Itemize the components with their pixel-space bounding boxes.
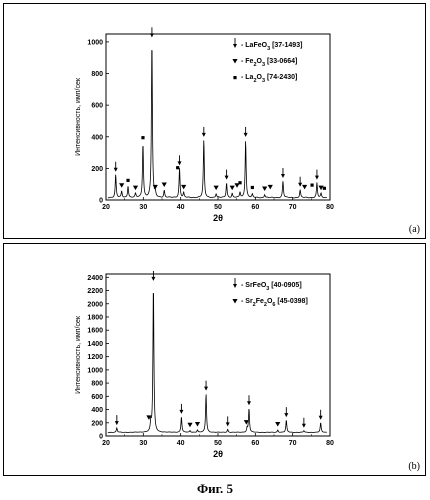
x-tick-label-b-2: 40	[177, 440, 185, 447]
legend-b: - SrFeO3 [40-0905] - Sr2Fe2O6 [45-0398]	[232, 278, 307, 308]
x-tick-label-a-1: 30	[139, 204, 147, 211]
diffraction-profile-b	[108, 293, 327, 432]
panel-label-a: (a)	[409, 224, 420, 235]
peak-marker-a-2	[126, 179, 129, 182]
y-tick-label-b-0: 0	[99, 434, 103, 441]
y-axis-title-a: Интенсивность, имп/сек	[75, 77, 82, 156]
peak-marker-a-6	[153, 185, 158, 190]
chart-panel-b: 2030405060708002004006008001000120014001…	[3, 243, 426, 476]
figure-caption: Фиг. 5	[0, 481, 430, 497]
legend-label-b-0: - SrFeO3 [40-0905]	[241, 282, 302, 292]
y-tick-label-b-5: 1000	[87, 367, 103, 374]
peak-marker-a-14	[230, 186, 235, 191]
peak-marker-b-5	[195, 422, 200, 427]
x-tick-label-a-3: 50	[214, 204, 222, 211]
peak-marker-a-10	[181, 185, 186, 190]
peak-marker-b-2	[151, 271, 155, 281]
peak-marker-b-0	[115, 415, 119, 425]
peak-marker-a-17	[244, 127, 248, 137]
peak-marker-a-11	[202, 127, 206, 137]
peak-marker-a-13	[225, 170, 229, 180]
peak-marker-a-3	[133, 186, 138, 191]
peak-marker-a-27	[323, 187, 326, 190]
peak-marker-a-7	[162, 183, 167, 188]
y-tick-label-b-9: 1800	[87, 314, 103, 321]
peak-marker-a-18	[251, 186, 254, 189]
peak-marker-b-10	[275, 422, 280, 427]
peak-marker-b-3	[179, 404, 183, 414]
legend-label-a-1: - Fe2O3 [33-0664]	[241, 58, 297, 68]
peak-marker-b-12	[302, 418, 306, 428]
x-axis-title-a: 2θ	[213, 213, 223, 223]
peak-marker-a-9	[176, 166, 179, 169]
y-tick-label-a-5: 1000	[87, 39, 103, 46]
y-tick-label-b-3: 600	[91, 394, 103, 401]
peak-markers-b	[115, 271, 323, 428]
peak-marker-b-7	[226, 416, 230, 426]
peak-marker-a-24	[310, 184, 313, 187]
x-tick-label-b-1: 30	[139, 440, 147, 447]
x-tick-label-a-0: 20	[102, 204, 110, 211]
peak-marker-a-5	[150, 27, 154, 37]
legend-label-b-1: - Sr2Fe2O6 [45-0398]	[241, 298, 308, 308]
peak-marker-a-25	[315, 170, 319, 180]
legend-a: - LaFeO3 [37-1493] - Fe2O3 [33-0664] - La2…	[232, 38, 302, 84]
x-tick-label-a-4: 60	[251, 204, 259, 211]
peak-marker-a-22	[298, 177, 302, 187]
y-tick-label-b-6: 1200	[87, 354, 103, 361]
peak-marker-a-12	[214, 186, 219, 191]
x-tick-label-a-2: 40	[177, 204, 185, 211]
legend-marker-a-1	[232, 59, 237, 64]
y-tick-label-b-12: 2400	[87, 275, 103, 282]
legend-marker-b-0	[233, 278, 237, 288]
xrd-chart-a: 20304050607080020040060080010002θИнтенси…	[4, 4, 427, 240]
peak-marker-a-8	[178, 155, 182, 165]
x-tick-label-b-4: 60	[251, 440, 259, 447]
chart-panel-a: 20304050607080020040060080010002θИнтенси…	[3, 3, 426, 239]
x-axis-title-b: 2θ	[213, 449, 223, 459]
legend-label-a-2: - La2O3 [74-2430]	[241, 74, 297, 84]
legend-label-a-0: - LaFeO3 [37-1493]	[241, 42, 302, 52]
y-tick-label-a-0: 0	[99, 198, 103, 205]
y-tick-label-a-1: 200	[91, 166, 103, 173]
panel-label-b: (b)	[408, 461, 420, 472]
y-tick-label-b-7: 1400	[87, 341, 103, 348]
peak-marker-b-9	[247, 395, 251, 405]
peak-marker-a-20	[268, 185, 273, 190]
peak-marker-a-16	[238, 181, 241, 184]
x-tick-label-a-6: 80	[326, 204, 334, 211]
peak-marker-b-13	[319, 410, 323, 420]
peak-markers-a	[114, 27, 326, 191]
peak-marker-b-11	[284, 407, 288, 417]
x-tick-label-a-5: 70	[289, 204, 297, 211]
peak-marker-b-4	[187, 423, 192, 428]
peak-marker-a-0	[114, 162, 118, 172]
y-tick-label-b-2: 400	[91, 407, 103, 414]
peak-marker-a-21	[281, 168, 285, 178]
peak-marker-a-23	[302, 185, 307, 190]
y-tick-label-b-8: 1600	[87, 328, 103, 335]
y-tick-label-b-10: 2000	[87, 301, 103, 308]
legend-marker-b-1	[232, 299, 237, 304]
y-tick-label-b-11: 2200	[87, 288, 103, 295]
y-tick-label-a-2: 400	[91, 134, 103, 141]
y-tick-label-a-3: 600	[91, 103, 103, 110]
peak-marker-a-1	[119, 183, 124, 188]
peak-marker-a-19	[262, 186, 267, 191]
y-tick-label-a-4: 800	[91, 71, 103, 78]
diffraction-profile-a	[108, 51, 327, 198]
legend-marker-a-2	[233, 76, 236, 79]
legend-marker-a-0	[233, 38, 237, 48]
x-tick-label-b-6: 80	[326, 440, 334, 447]
y-axis-title-b: Интенсивность, имп/сек	[75, 315, 82, 394]
xrd-chart-b: 2030405060708002004006008001000120014001…	[4, 244, 427, 477]
peak-marker-b-6	[204, 381, 208, 391]
x-tick-label-b-0: 20	[102, 440, 110, 447]
x-tick-label-b-5: 70	[289, 440, 297, 447]
y-tick-label-b-4: 800	[91, 381, 103, 388]
x-tick-label-b-3: 50	[214, 440, 222, 447]
y-tick-label-b-1: 200	[91, 420, 103, 427]
peak-marker-a-4	[141, 136, 144, 139]
